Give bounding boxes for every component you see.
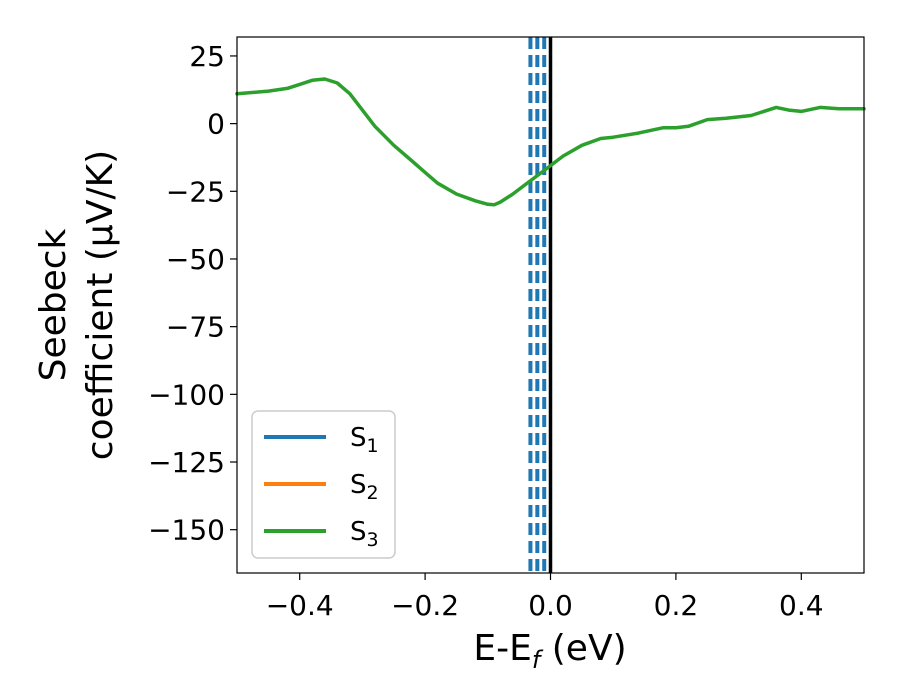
y-tick-label: −25 — [166, 175, 225, 208]
x-axis: −0.4 −0.2 0.0 0.2 0.4 — [266, 573, 824, 622]
series-line-s3 — [235, 77, 866, 207]
y-axis: 25 0 −25 −50 −75 −100 −125 −150 — [148, 40, 237, 547]
series-layer — [235, 77, 866, 207]
legend-label: S3 — [350, 517, 379, 551]
legend-label: S2 — [350, 470, 379, 504]
vertical-lines — [528, 37, 553, 573]
x-tick-label: 0.4 — [779, 589, 824, 622]
y-tick-label: −100 — [148, 378, 225, 411]
x-tick-label: 0.0 — [528, 589, 573, 622]
y-tick-label: −50 — [166, 243, 225, 276]
y-axis-title-line-1: Seebeck — [33, 228, 74, 381]
x-tick-label: 0.2 — [654, 589, 699, 622]
y-tick-label: 0 — [207, 108, 225, 141]
y-tick-label: −150 — [148, 514, 225, 547]
y-tick-label: −75 — [166, 311, 225, 344]
y-axis-title-line-2: coefficient (μV/K) — [80, 150, 121, 460]
y-tick-label: −125 — [148, 446, 225, 479]
x-tick-label: −0.4 — [266, 589, 334, 622]
y-axis-title: Seebeck coefficient (μV/K) — [33, 150, 121, 460]
x-axis-title: E-Ef (eV) — [473, 628, 626, 674]
legend-items: S1 S2 S3 — [264, 423, 379, 551]
legend-label: S1 — [350, 423, 379, 457]
legend: S1 S2 S3 — [251, 410, 396, 559]
x-tick-label: −0.2 — [391, 589, 459, 622]
y-tick-label: 25 — [189, 40, 225, 73]
